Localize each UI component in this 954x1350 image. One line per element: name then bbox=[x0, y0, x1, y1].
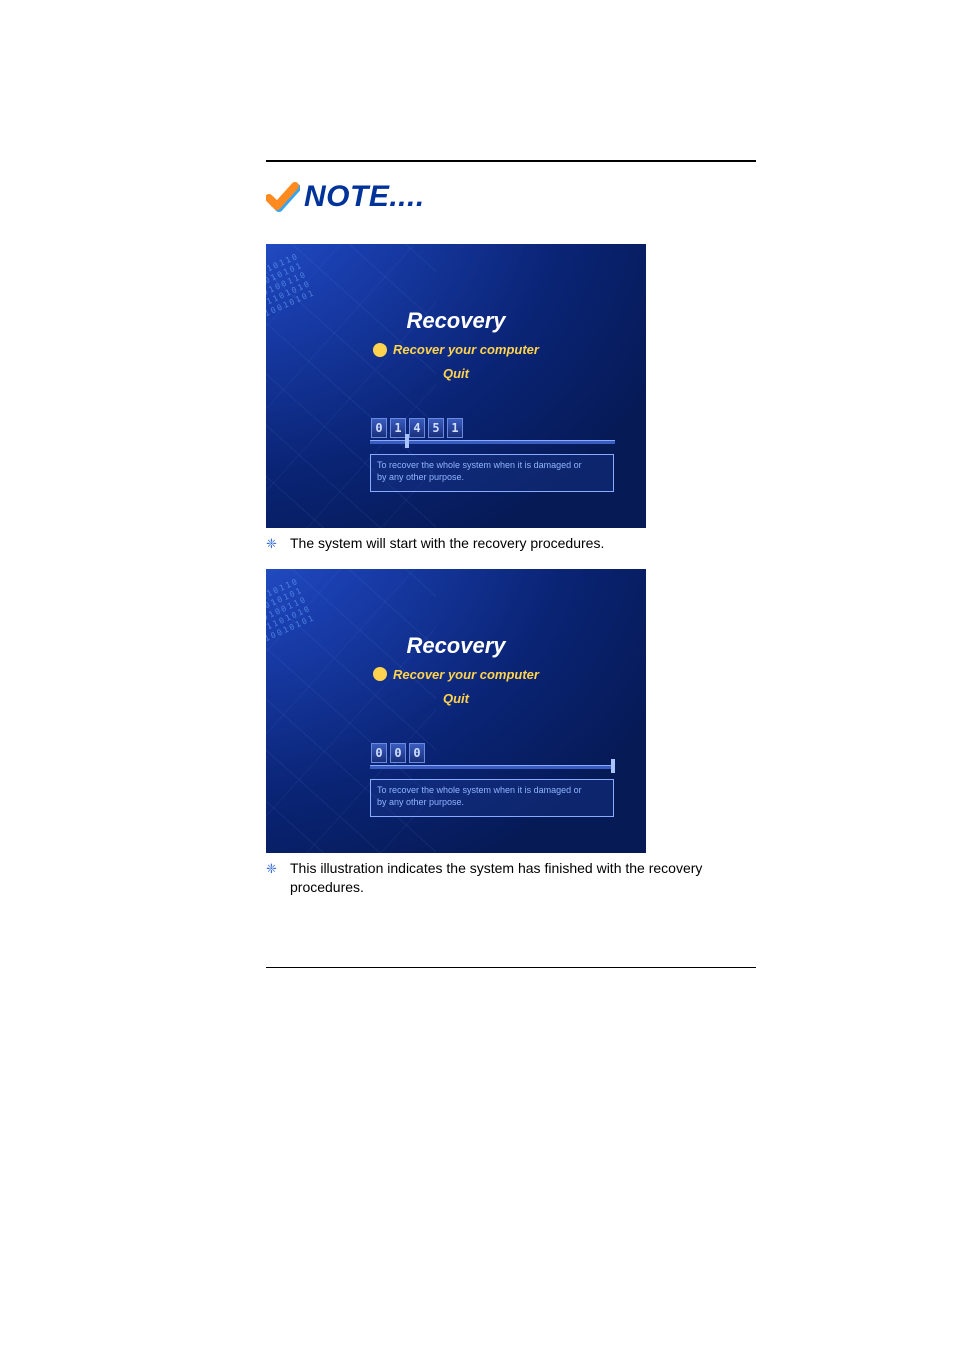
progress-marker-1 bbox=[405, 434, 409, 448]
recovery-subtitle: Recover your computer bbox=[393, 667, 539, 682]
recovery-title: Recovery bbox=[266, 308, 646, 334]
quit-label: Quit bbox=[266, 366, 646, 381]
digit-box: 0 bbox=[371, 743, 387, 763]
recovery-subtitle-row: Recover your computer bbox=[266, 667, 646, 682]
desc-line1: To recover the whole system when it is d… bbox=[377, 459, 607, 471]
recovery-screenshot-1: 10010110 01010101 10100110 01101010 1001… bbox=[266, 244, 646, 528]
bullet-1-text: The system will start with the recovery … bbox=[290, 534, 604, 553]
recovery-screenshot-2: 10010110 01010101 10100110 01101010 1001… bbox=[266, 569, 646, 853]
checkmark-icon bbox=[266, 180, 300, 214]
progress-area-2: 000 bbox=[370, 743, 615, 769]
description-box-1: To recover the whole system when it is d… bbox=[370, 454, 614, 492]
digit-box: 0 bbox=[371, 418, 387, 438]
recovery-subtitle: Recover your computer bbox=[393, 342, 539, 357]
digit-box: 4 bbox=[409, 418, 425, 438]
bullet-1-row: ❈ The system will start with the recover… bbox=[266, 534, 756, 553]
recovery-title: Recovery bbox=[266, 633, 646, 659]
note-heading: NOTE.... bbox=[266, 180, 754, 214]
digit-box: 0 bbox=[390, 743, 406, 763]
desc-line2: by any other purpose. bbox=[377, 471, 607, 483]
gear-icon bbox=[373, 667, 387, 681]
bullet-2-text: This illustration indicates the system h… bbox=[290, 859, 756, 897]
progress-track-1 bbox=[370, 440, 615, 444]
recovery-subtitle-row: Recover your computer bbox=[266, 342, 646, 357]
digit-box: 1 bbox=[390, 418, 406, 438]
note-label: NOTE.... bbox=[304, 180, 425, 214]
digit-box: 1 bbox=[447, 418, 463, 438]
bullet-icon: ❈ bbox=[266, 859, 290, 877]
progress-marker-2 bbox=[611, 759, 615, 773]
progress-area-1: 01451 bbox=[370, 418, 615, 444]
progress-digits-2: 000 bbox=[370, 743, 615, 763]
bullet-icon: ❈ bbox=[266, 534, 290, 552]
digit-box: 5 bbox=[428, 418, 444, 438]
description-box-2: To recover the whole system when it is d… bbox=[370, 779, 614, 817]
top-rule bbox=[266, 160, 756, 162]
digit-box: 0 bbox=[409, 743, 425, 763]
bullet-2-row: ❈ This illustration indicates the system… bbox=[266, 859, 756, 897]
bottom-rule bbox=[266, 967, 756, 968]
quit-label: Quit bbox=[266, 691, 646, 706]
desc-line1: To recover the whole system when it is d… bbox=[377, 784, 607, 796]
gear-icon bbox=[373, 343, 387, 357]
progress-track-2 bbox=[370, 765, 615, 769]
desc-line2: by any other purpose. bbox=[377, 796, 607, 808]
